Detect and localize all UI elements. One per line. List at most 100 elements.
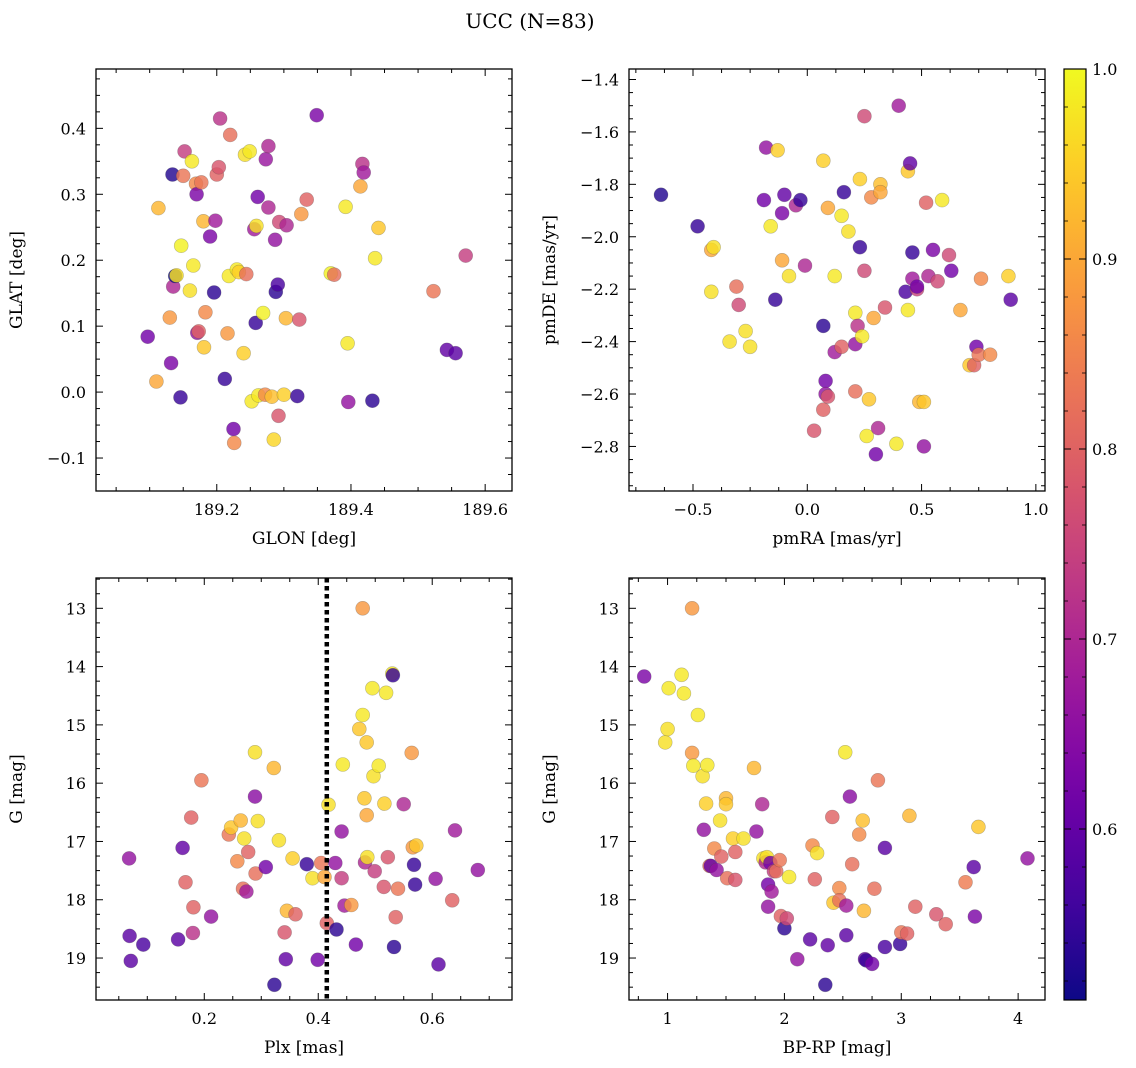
data-point	[327, 855, 343, 871]
data-point	[458, 248, 474, 263]
data-point	[233, 813, 248, 828]
data-point	[736, 831, 751, 846]
data-point	[278, 951, 294, 967]
data-point	[772, 852, 788, 868]
data-point	[343, 897, 359, 913]
data-point	[827, 268, 843, 284]
data-point	[182, 283, 198, 298]
data-layer	[121, 578, 486, 1000]
data-point	[815, 153, 831, 168]
data-point	[249, 218, 264, 234]
data-point	[818, 373, 833, 389]
data-point	[938, 916, 954, 932]
data-point	[870, 772, 886, 788]
data-point	[930, 273, 945, 289]
data-point	[764, 884, 779, 899]
axes-frame	[628, 68, 1046, 492]
data-point	[847, 305, 863, 321]
data-point	[276, 387, 292, 403]
y-tick-label: 0.2	[61, 251, 86, 270]
data-point	[378, 685, 394, 701]
data-point	[774, 252, 790, 268]
x-tick-label: 0.4	[306, 1009, 331, 1028]
data-point	[815, 318, 831, 334]
data-point	[365, 393, 380, 409]
data-point	[838, 927, 854, 943]
data-point	[371, 220, 386, 236]
data-point	[746, 760, 762, 776]
data-point	[851, 827, 867, 842]
data-point	[856, 903, 872, 919]
data-point	[388, 909, 404, 925]
data-point	[854, 329, 870, 344]
data-point	[266, 432, 282, 447]
data-point	[889, 436, 904, 452]
data-point	[240, 844, 256, 860]
data-point	[867, 881, 882, 897]
data-point	[264, 389, 280, 405]
data-point	[916, 394, 932, 410]
data-point	[749, 824, 764, 839]
data-point	[239, 266, 254, 282]
data-point	[271, 832, 287, 848]
data-point	[699, 757, 715, 773]
colorbar-gradient	[1064, 69, 1086, 1000]
x-tick-label: 3	[896, 1009, 906, 1028]
data-point	[380, 849, 396, 865]
data-point	[258, 152, 274, 167]
data-point	[684, 600, 700, 616]
data-point	[277, 925, 292, 940]
data-point	[267, 977, 282, 993]
data-point	[173, 238, 189, 253]
data-point	[247, 789, 263, 804]
data-point	[982, 347, 998, 363]
data-point	[291, 312, 307, 327]
data-layer	[653, 98, 1019, 462]
data-point	[877, 939, 893, 955]
data-point	[351, 721, 367, 737]
data-point	[270, 277, 286, 292]
data-point	[674, 667, 689, 683]
data-point	[220, 326, 235, 341]
y-tick-label: −2.8	[580, 437, 619, 456]
x-tick-label: 0.2	[192, 1009, 217, 1028]
scatter-panels: 189.2 189.4 189.6 −0.1 0.0 0.1 0.2 0.3 0.4 GLON […	[7, 68, 1049, 1058]
data-point	[899, 926, 915, 941]
data-point	[255, 305, 271, 321]
colorbar-tick-label: 0.7	[1092, 630, 1117, 649]
data-point	[447, 823, 463, 838]
x-tick-label: 1	[662, 1009, 672, 1028]
data-point	[335, 757, 351, 772]
data-point	[122, 928, 137, 944]
panel-2: −0.5 0.0 0.5 1.0 −2.8 −2.6 −2.4 −2.2 −2.0 −1.8 −1.…	[540, 68, 1049, 549]
ticks	[96, 69, 512, 492]
y-tick-label: 17	[599, 832, 619, 851]
data-point	[877, 840, 893, 856]
y-tick-label: 15	[66, 716, 86, 735]
axes-frame	[95, 577, 513, 1001]
data-point	[267, 232, 283, 248]
data-point	[722, 334, 737, 349]
data-point	[836, 184, 852, 200]
data-point	[198, 304, 213, 320]
data-point	[900, 302, 916, 318]
y-axis-label: G [mag]	[540, 754, 560, 823]
data-point	[203, 909, 219, 924]
x-tick-label: 189.2	[194, 500, 240, 519]
data-point	[824, 809, 840, 825]
data-point	[966, 859, 982, 875]
data-point	[278, 310, 294, 326]
data-point	[971, 819, 986, 835]
y-tick-label: −1.4	[580, 70, 619, 89]
data-point	[742, 339, 758, 355]
data-point	[738, 323, 753, 339]
ticks	[629, 578, 1045, 1000]
data-point	[385, 667, 401, 683]
data-point	[173, 390, 188, 405]
data-point	[690, 219, 705, 234]
data-point	[713, 849, 729, 864]
data-point	[285, 851, 300, 866]
data-point	[696, 822, 712, 838]
data-point	[230, 853, 245, 869]
data-point	[470, 862, 486, 878]
